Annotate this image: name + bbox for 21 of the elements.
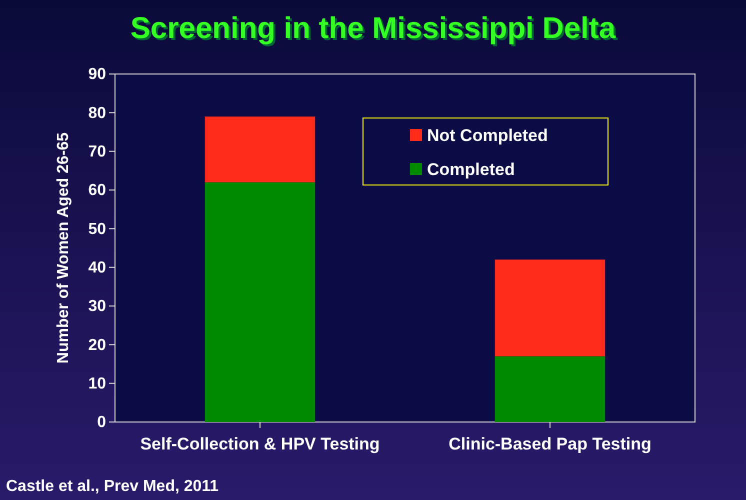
bar [494,260,606,356]
legend-label: Completed [427,160,515,179]
y-tick-label: 20 [88,336,106,354]
y-tick-label: 0 [97,414,106,432]
x-tick-label: Clinic-Based Pap Testing [448,434,652,454]
y-tick-label: 70 [88,143,106,160]
bar [204,116,316,182]
y-tick-label: 90 [88,66,106,84]
x-tick-label: Self-Collection & HPV Testing [140,434,380,454]
y-tick-label: 80 [88,104,106,122]
y-tick-label: 60 [88,182,106,200]
y-axis-title: Number of Women Aged 26-65 [55,132,72,364]
y-tick-label: 30 [88,298,106,316]
legend-label: Not Completed [427,126,548,145]
text: Castle et al., Prev Med, 2011 [6,478,219,495]
bar [494,356,606,422]
bar [204,182,316,422]
y-tick-label: 50 [88,220,106,238]
y-tick-label: 10 [88,375,106,392]
chart-title: Screening in the Mississippi Delta [132,14,618,47]
y-tick-label: 40 [88,259,106,276]
